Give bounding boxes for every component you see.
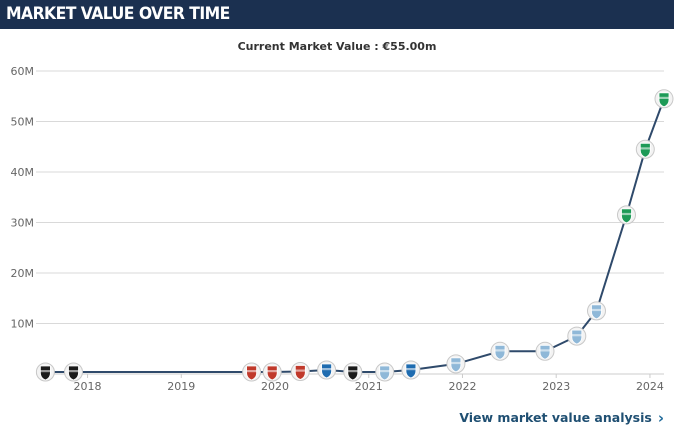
club-crest-icon[interactable] [262,362,282,382]
chart-title: Current Market Value : €55.00m [237,40,437,53]
club-crest-icon[interactable] [535,341,555,361]
x-tick-label: 2022 [448,380,476,393]
y-tick-label: 30M [11,217,35,230]
club-crest-icon[interactable] [343,362,363,382]
y-tick-label: 60M [11,65,35,78]
club-crest-icon[interactable] [490,341,510,361]
view-market-value-analysis-link[interactable]: View market value analysis › [459,410,664,425]
club-crest-icon[interactable] [317,360,337,380]
club-crest-icon[interactable] [290,362,310,381]
x-tick-label: 2019 [167,380,195,393]
club-crest-icon[interactable] [401,360,421,380]
club-crest-icon[interactable] [587,301,606,321]
y-tick-label: 50M [11,116,35,129]
x-tick-label: 2023 [542,380,570,393]
club-crest-icon[interactable] [654,89,674,109]
club-crest-icon[interactable] [446,354,466,374]
club-crest-icon[interactable] [242,362,262,382]
x-tick-label: 2021 [355,380,383,393]
club-crest-icon[interactable] [617,205,636,225]
y-tick-label: 40M [11,166,35,179]
header-bar: MARKET VALUE OVER TIME [0,0,674,29]
y-tick-label: 10M [11,318,35,331]
club-crest-icon[interactable] [635,139,655,159]
x-tick-label: 2018 [74,380,102,393]
club-crest-icon[interactable] [375,362,395,382]
x-tick-label: 2020 [261,380,289,393]
section-title: MARKET VALUE OVER TIME [6,4,230,24]
market-value-chart: 60M 50M 40M 30M 20M 10M 2018 2019 2020 2021 2022 2… [11,65,674,393]
club-crest-icon[interactable] [35,362,55,382]
y-tick-label: 20M [11,267,35,280]
link-label: View market value analysis [459,410,652,425]
x-tick-label: 2024 [636,380,664,393]
club-crest-icon[interactable] [567,326,587,346]
chevron-right-icon: › [657,408,664,427]
club-crest-icon[interactable] [64,362,83,382]
